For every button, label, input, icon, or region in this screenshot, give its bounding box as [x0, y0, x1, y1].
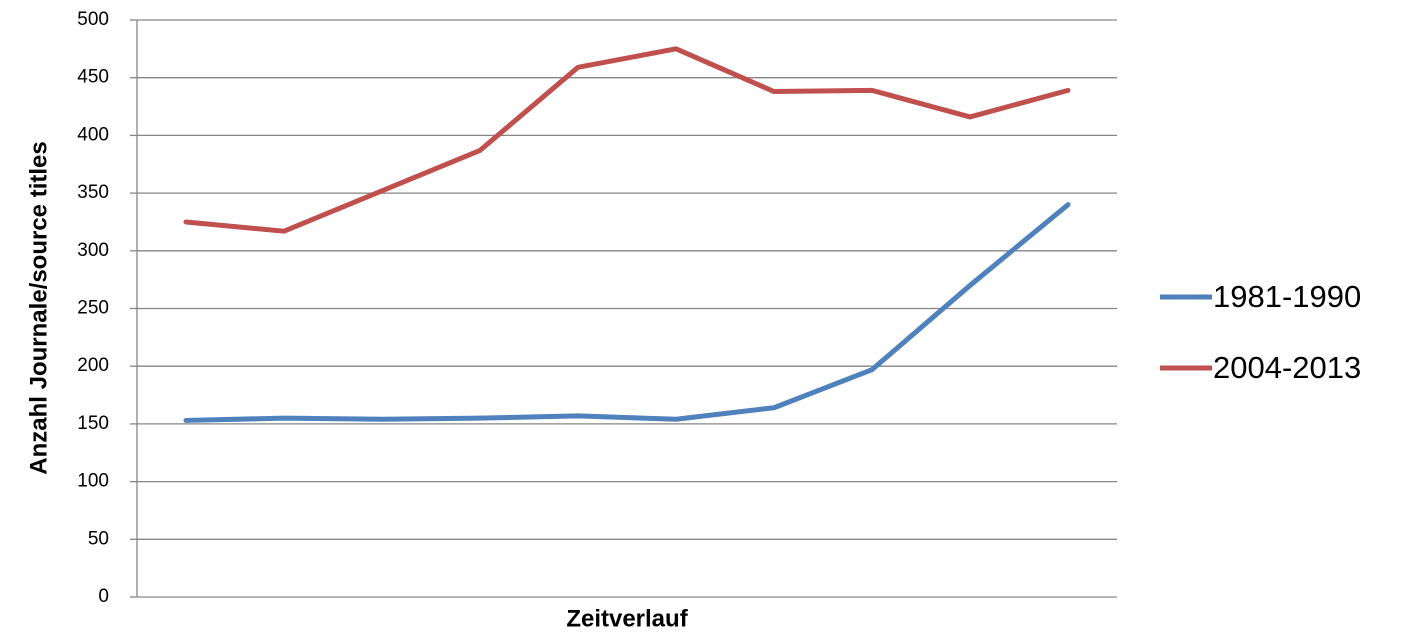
y-tick-label: 350 — [77, 182, 109, 203]
y-tick-label: 300 — [77, 240, 109, 261]
series-line — [183, 202, 1071, 423]
legend-label: 2004-2013 — [1213, 350, 1361, 385]
x-axis-title: Zeitverlauf — [566, 605, 688, 632]
y-tick-label: 150 — [77, 413, 109, 434]
y-tick-label: 100 — [77, 471, 109, 492]
y-axis-title: Anzahl Journale/source titles — [25, 141, 52, 474]
y-tick-label: 250 — [77, 298, 109, 319]
y-tick-label: 400 — [77, 124, 109, 145]
y-tick-label: 50 — [88, 528, 109, 549]
legend-label: 1981-1990 — [1213, 279, 1361, 314]
y-tick-label: 200 — [77, 355, 109, 376]
y-tick-label: 450 — [77, 67, 109, 88]
y-tick-label: 0 — [98, 586, 109, 607]
series-line — [183, 46, 1071, 234]
y-tick-label: 500 — [77, 9, 109, 30]
